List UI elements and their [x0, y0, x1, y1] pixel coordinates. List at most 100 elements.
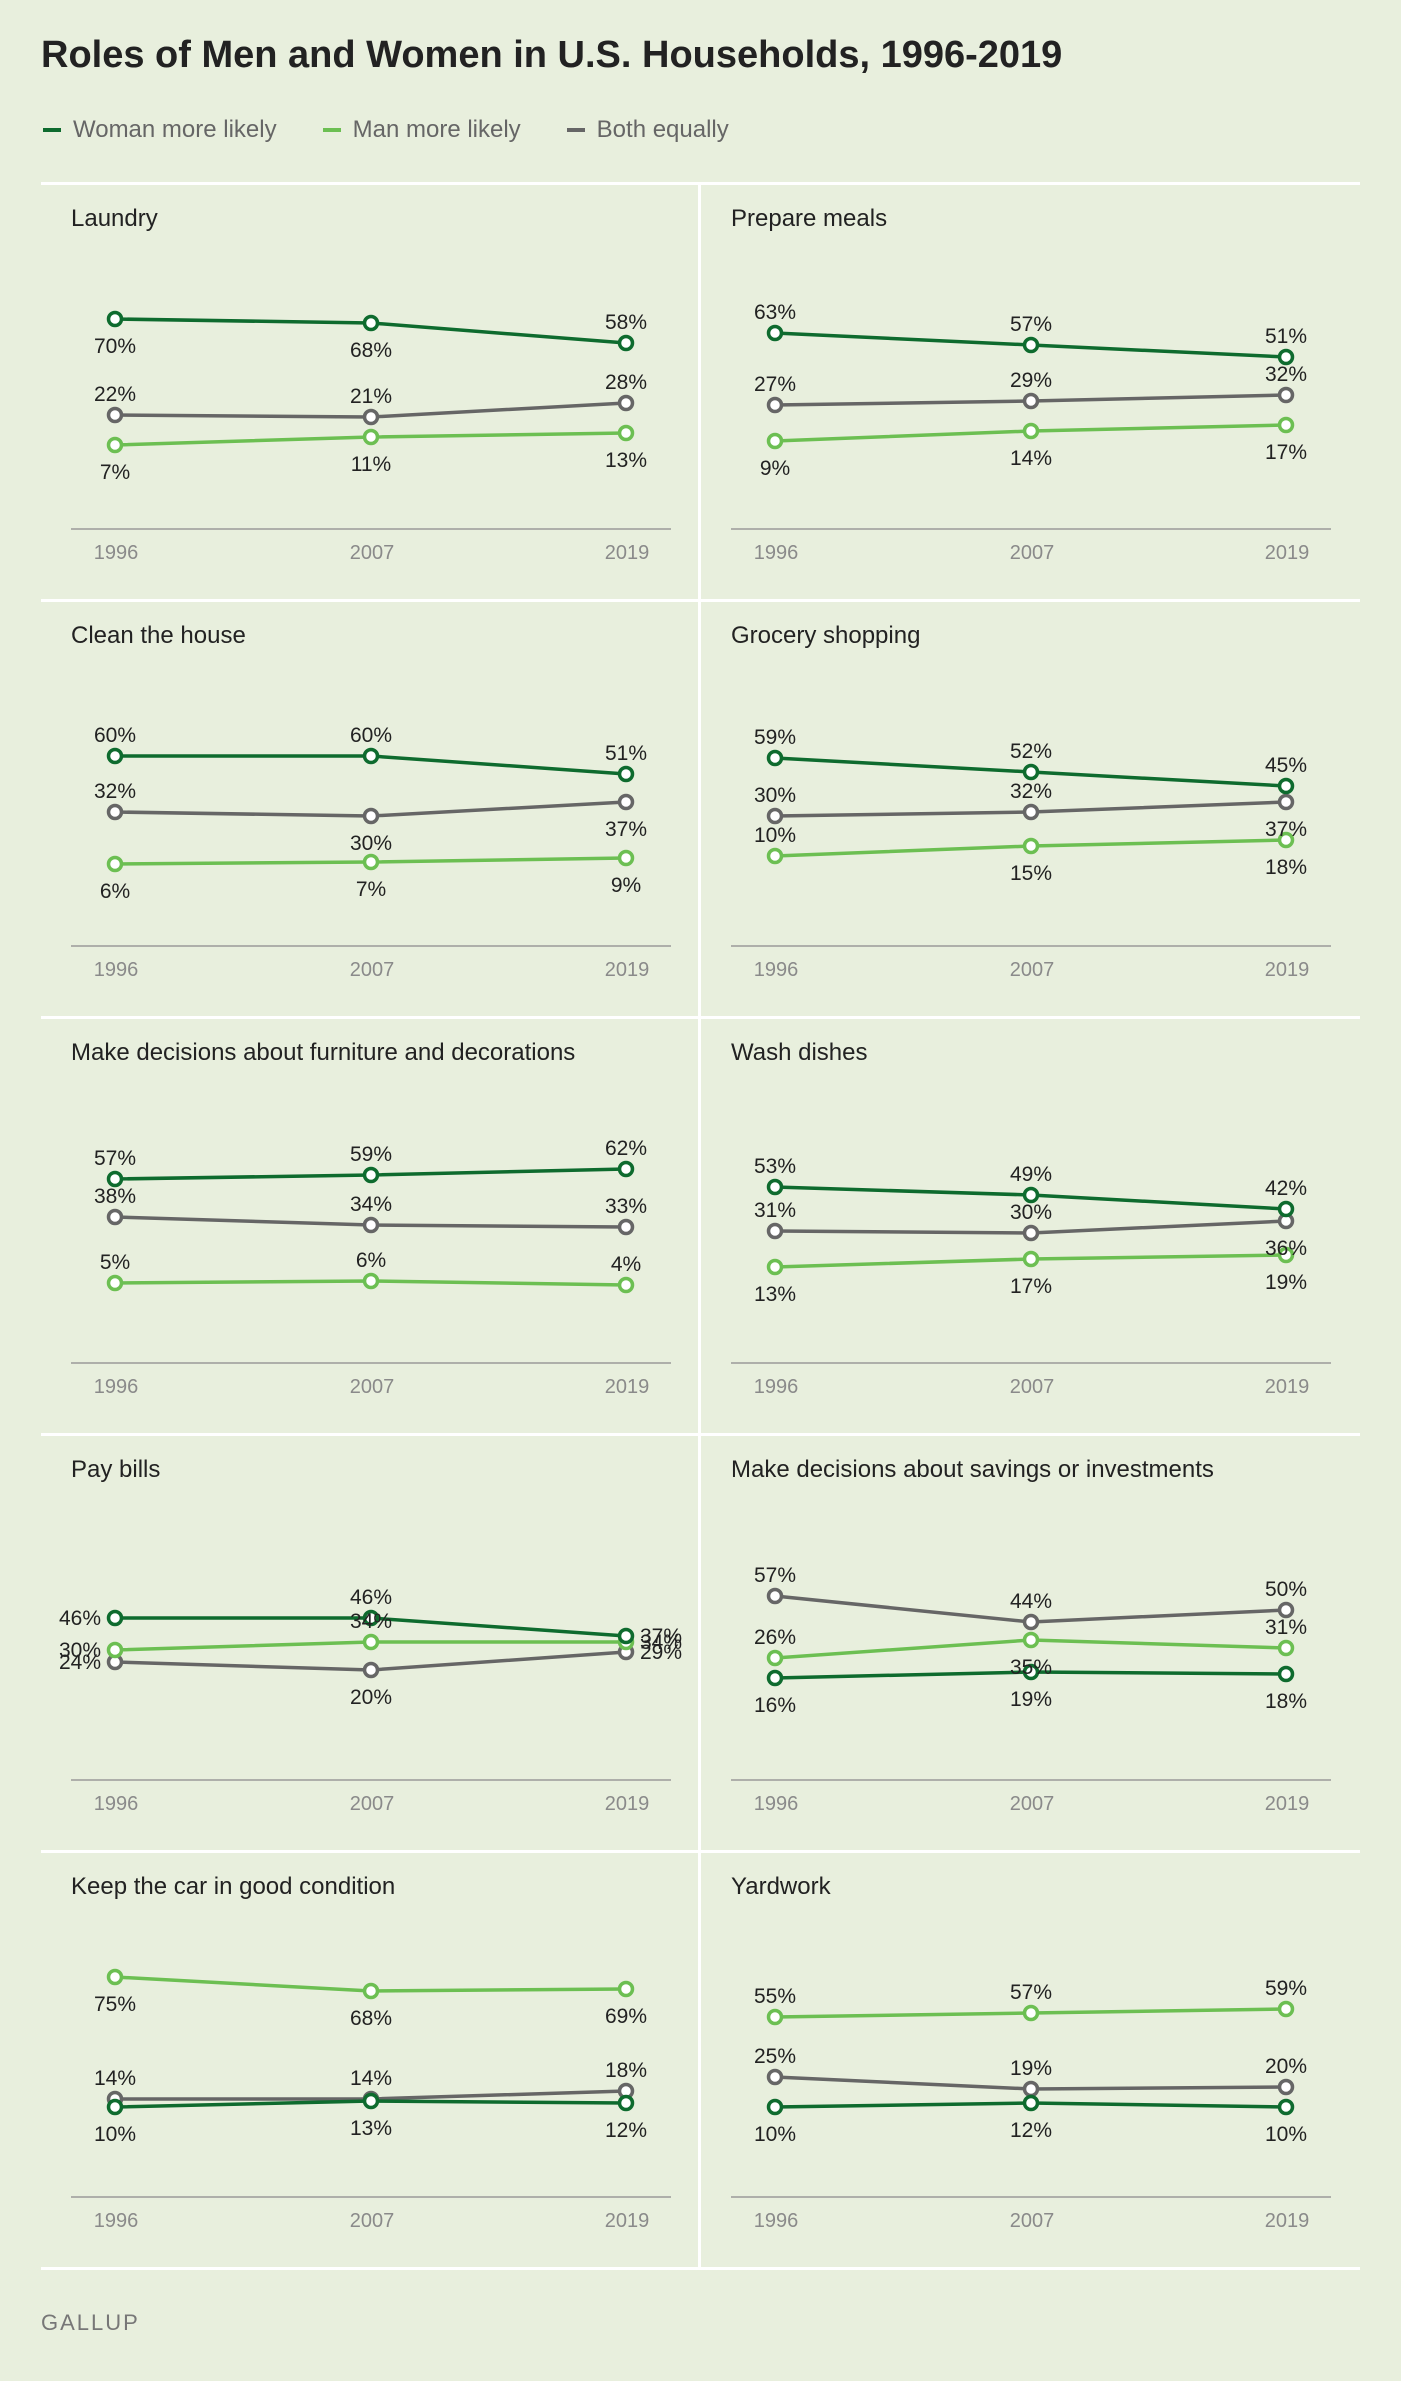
data-label-man: 59%: [1265, 1977, 1307, 2000]
data-point-both: [106, 1653, 124, 1671]
x-tick-label: 2019: [1265, 1376, 1310, 1398]
data-point-man: [362, 853, 380, 871]
data-point-man: [766, 2008, 784, 2026]
data-point-both: [362, 1661, 380, 1679]
series-line-woman: [774, 756, 1287, 788]
data-label-both: 34%: [350, 1193, 392, 1216]
data-point-woman: [106, 1170, 124, 1188]
chart-plot: 1996 2007 2019 31% 30% 36% 13% 17% 19% 53% 49% 42%: [731, 1155, 1331, 1398]
data-point-man: [766, 1258, 784, 1276]
data-label-woman: 58%: [605, 311, 647, 334]
data-label-both: 14%: [94, 2067, 136, 2090]
data-point-man: [617, 1633, 635, 1651]
data-point-both: [617, 1218, 635, 1236]
data-label-both: 18%: [605, 2059, 647, 2082]
data-point-man: [362, 1633, 380, 1651]
data-label-woman: 45%: [1265, 754, 1307, 777]
data-point-both: [1277, 2078, 1295, 2096]
data-point-both: [617, 1643, 635, 1661]
data-label-man: 13%: [754, 1283, 796, 1306]
data-label-man: 5%: [100, 1251, 130, 1274]
chart-panel: Clean the house 1996 2007 2019 32% 30% 37% 6% 7…: [41, 602, 701, 1019]
data-label-both: 19%: [1010, 2057, 1052, 2080]
data-point-woman: [617, 334, 635, 352]
data-label-woman: 46%: [350, 1586, 392, 1609]
panel-title: Prepare meals: [731, 205, 888, 232]
data-point-both: [106, 803, 124, 821]
x-tick-label: 1996: [754, 542, 799, 564]
data-label-man: 6%: [356, 1249, 386, 1272]
data-label-man: 68%: [350, 2007, 392, 2030]
series-line-man: [774, 1638, 1287, 1660]
data-label-man: 15%: [1010, 862, 1052, 885]
data-label-woman: 53%: [754, 1155, 796, 1178]
data-point-man: [362, 1272, 380, 1290]
panel-title: Yardwork: [731, 1873, 831, 1900]
chart-title: Roles of Men and Women in U.S. Household…: [41, 34, 1063, 76]
series-line-man: [774, 423, 1287, 443]
data-point-woman: [362, 1609, 380, 1627]
data-label-man: 19%: [1265, 1271, 1307, 1294]
series-line-both: [774, 393, 1287, 407]
data-point-man: [1022, 1250, 1040, 1268]
data-label-man: 11%: [351, 453, 391, 476]
data-label-both: 29%: [1010, 369, 1052, 392]
legend-swatch-woman: [43, 128, 61, 132]
data-point-both: [106, 406, 124, 424]
data-label-both: 31%: [754, 1199, 796, 1222]
data-label-both: 32%: [1265, 363, 1307, 386]
x-tick-label: 2007: [1010, 542, 1055, 564]
data-point-both: [106, 2090, 124, 2108]
data-point-both: [362, 807, 380, 825]
chart-panel: Yardwork 1996 2007 2019 25% 19% 20% 55% 57% 59% 1…: [701, 1853, 1361, 2270]
x-tick-label: 2007: [1010, 2210, 1055, 2232]
data-point-woman: [362, 747, 380, 765]
data-label-man: 17%: [1010, 1275, 1052, 1298]
data-label-woman: 51%: [1265, 325, 1307, 348]
data-label-both: 27%: [754, 373, 796, 396]
data-label-woman: 49%: [1010, 1163, 1052, 1186]
x-tick-label: 1996: [94, 1376, 139, 1398]
data-label-man: 18%: [1265, 856, 1307, 879]
source-credit: GALLUP: [41, 2310, 140, 2335]
x-tick-label: 1996: [94, 2210, 139, 2232]
x-tick-label: 2007: [1010, 1793, 1055, 1815]
chart-plot: 1996 2007 2019 30% 32% 37% 10% 15% 18% 59% 52% 45%: [731, 726, 1331, 981]
x-tick-label: 1996: [94, 1793, 139, 1815]
data-point-woman: [1277, 348, 1295, 366]
data-point-both: [766, 396, 784, 414]
data-label-man: 13%: [605, 449, 647, 472]
data-label-woman: 62%: [605, 1137, 647, 1160]
data-point-woman: [617, 1160, 635, 1178]
data-label-man: 9%: [760, 457, 790, 480]
data-point-woman: [1277, 777, 1295, 795]
grid-divider-h: [41, 2267, 1360, 2270]
data-point-woman: [106, 2098, 124, 2116]
panel-title: Make decisions about savings or investme…: [731, 1456, 1214, 1483]
legend-item-man: Man more likely: [322, 116, 521, 144]
data-label-both: 21%: [350, 385, 392, 408]
data-label-woman: 12%: [605, 2119, 647, 2142]
series-line-woman: [774, 2101, 1287, 2109]
panel-title: Clean the house: [71, 622, 246, 649]
legend-swatch-both: [566, 128, 585, 132]
data-point-man: [106, 1274, 124, 1292]
data-label-both: 32%: [94, 780, 136, 803]
chart-plot: 1996 2007 2019 32% 30% 37% 6% 7% 9% 60% 60% 51%: [71, 724, 671, 981]
data-label-woman: 70%: [94, 335, 136, 358]
data-point-both: [766, 2068, 784, 2086]
data-point-man: [766, 847, 784, 865]
grid-divider-v: [698, 182, 701, 2267]
x-tick-label: 2019: [1265, 542, 1310, 564]
data-point-both: [1022, 803, 1040, 821]
chart-plot: 1996 2007 2019 22% 21% 28% 7% 11% 13% 70% 68% 58%: [71, 310, 671, 564]
series-line-both: [114, 1215, 627, 1229]
data-label-man: 57%: [1010, 1981, 1052, 2004]
data-label-man: 6%: [100, 880, 130, 903]
data-label-both: 30%: [754, 784, 796, 807]
legend-swatch-man: [322, 128, 341, 132]
data-point-both: [1022, 392, 1040, 410]
series-line-woman: [774, 1670, 1287, 1680]
data-label-both: 20%: [350, 1686, 392, 1709]
